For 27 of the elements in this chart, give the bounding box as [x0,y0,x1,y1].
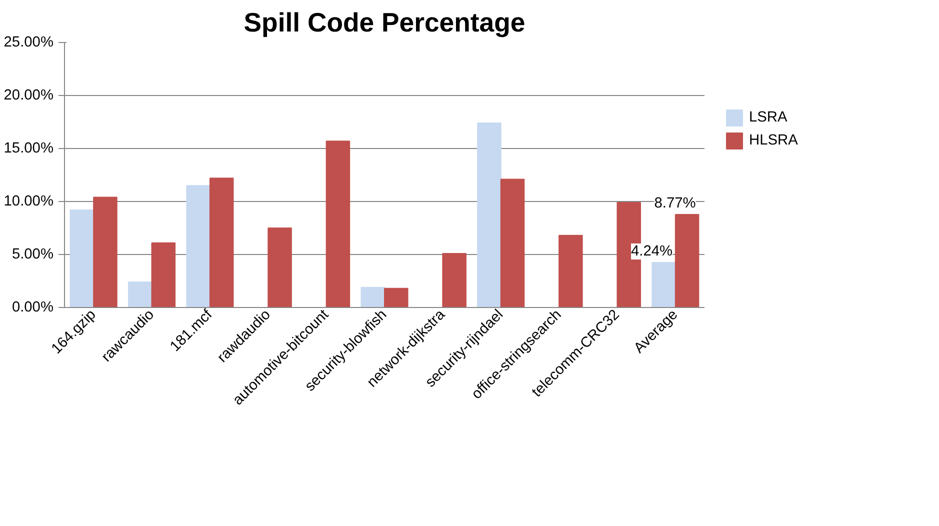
y-tick-label: 5.00% [12,246,54,262]
y-tick-label: 15.00% [4,140,54,156]
data-label: 8.77% [654,196,696,212]
bar [558,234,583,308]
bar [477,122,502,308]
y-tick-label: 25.00% [4,34,54,50]
bar [151,242,176,308]
bar [209,178,234,308]
y-tick-label: 20.00% [4,88,54,104]
legend-label: LSRA [749,109,788,125]
bar [442,252,466,308]
bar [500,178,525,308]
bar [326,140,350,308]
legend-label: HLSRA [749,132,798,148]
bar [674,214,700,308]
bar [360,286,385,308]
bar [70,209,94,308]
bar [128,282,152,308]
bar [268,228,292,308]
bar [384,288,408,308]
data-label: 4.24% [630,244,673,260]
bar [186,185,210,308]
bar [652,262,676,308]
bar [93,196,118,308]
y-tick-label: 10.00% [4,194,54,210]
y-tick-label: 0.00% [12,300,54,316]
chart-title: Spill Code Percentage [244,8,526,38]
